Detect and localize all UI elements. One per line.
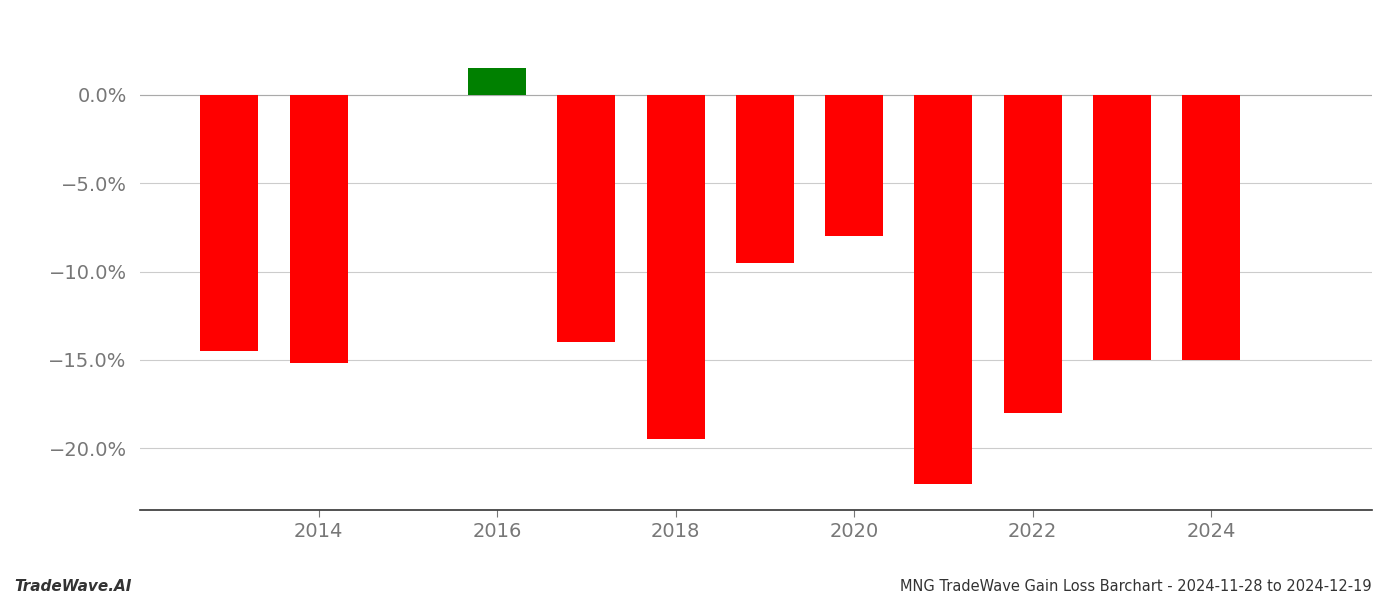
Bar <box>557 95 616 342</box>
Bar <box>1093 95 1151 360</box>
Bar <box>736 95 794 263</box>
Text: TradeWave.AI: TradeWave.AI <box>14 579 132 594</box>
Bar <box>468 68 526 95</box>
Bar <box>1182 95 1240 360</box>
Bar <box>200 95 258 351</box>
Bar <box>914 95 973 484</box>
Bar <box>290 95 347 364</box>
Text: MNG TradeWave Gain Loss Barchart - 2024-11-28 to 2024-12-19: MNG TradeWave Gain Loss Barchart - 2024-… <box>900 579 1372 594</box>
Bar <box>647 95 704 439</box>
Bar <box>825 95 883 236</box>
Bar <box>1004 95 1061 413</box>
